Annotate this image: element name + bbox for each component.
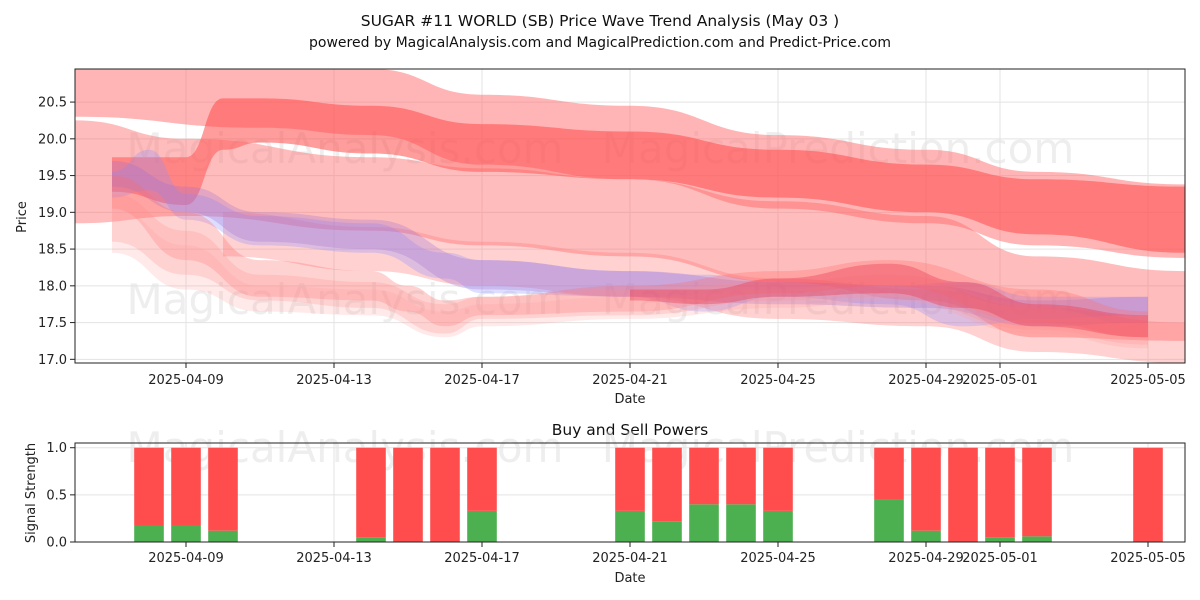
y-tick-label: 19.0 [38,206,67,221]
buy-bar [652,521,682,542]
bottom-x-axis-label: Date [614,571,645,586]
x-tick-label: 2025-04-21 [592,551,668,566]
sell-bar [393,447,423,542]
y-tick-label: 19.5 [38,169,67,184]
sell-bar [356,447,386,538]
buy-bar [171,525,201,542]
x-tick-label: 2025-05-01 [962,373,1038,388]
sell-bar [430,447,460,542]
x-tick-label: 2025-04-25 [740,373,816,388]
sell-bar [948,447,978,542]
y-tick-label: 1.0 [46,441,67,456]
y-tick-label: 17.0 [38,353,67,368]
buy-bar [615,510,645,542]
chart-title: SUGAR #11 WORLD (SB) Price Wave Trend An… [361,12,839,30]
bottom-y-axis-label: Signal Strength [24,443,39,543]
x-tick-label: 2025-04-29 [888,373,964,388]
sell-bar [689,447,719,505]
price-wave-bands [75,69,1185,363]
power-chart-title: Buy and Sell Powers [552,421,709,439]
y-tick-label: 18.0 [38,279,67,294]
price-band [112,208,1148,349]
bottom-x-axis: 2025-04-09 2025-04-13 2025-04-17 2025-04-21… [148,542,1186,566]
buy-sell-bars [134,447,1163,542]
buy-bar [985,537,1015,542]
sell-bar [911,447,941,531]
buy-bar [689,504,719,542]
x-tick-label: 2025-04-13 [296,373,372,388]
buy-bar [134,525,164,542]
x-tick-label: 2025-04-13 [296,551,372,566]
sell-bar [615,447,645,511]
price-band [112,175,1148,338]
y-tick-label: 0.5 [46,488,67,503]
buy-bar [208,530,238,542]
x-tick-label: 2025-04-09 [148,551,224,566]
y-tick-label: 0.0 [46,536,67,551]
top-x-axis: 2025-04-09 2025-04-13 2025-04-17 2025-04-21… [148,363,1186,388]
chart-subtitle: powered by MagicalAnalysis.com and Magic… [309,35,891,51]
top-y-axis-label: Price [15,201,30,233]
watermark: MagicalPrediction.com [602,275,1075,324]
y-tick-label: 20.0 [38,132,67,147]
sell-bar [652,447,682,522]
x-tick-label: 2025-04-17 [444,551,520,566]
price-band [75,120,1185,341]
sell-bar [726,447,756,505]
sell-bar [985,447,1015,538]
buy-bar [911,530,941,542]
price-band [112,193,1148,345]
sell-bar [134,447,164,526]
buy-bar [874,499,904,542]
sell-bar [1022,447,1052,537]
x-tick-label: 2025-05-01 [962,551,1038,566]
bottom-y-axis: 0.0 0.5 1.0 [46,441,75,551]
top-x-axis-label: Date [614,392,645,407]
x-tick-label: 2025-04-09 [148,373,224,388]
watermark: MagicalAnalysis.com [127,275,564,324]
buy-bar [356,537,386,542]
price-band [112,160,1148,327]
price-band [112,149,1148,327]
price-band [223,212,1185,363]
buy-bar [726,504,756,542]
x-tick-label: 2025-04-29 [888,551,964,566]
x-tick-label: 2025-05-05 [1110,551,1186,566]
sell-bar [874,447,904,500]
buy-bar [467,510,497,542]
buy-bar [1022,536,1052,542]
y-tick-label: 18.5 [38,243,67,258]
buy-bar [763,510,793,542]
sell-bar [763,447,793,511]
sell-bar [171,447,201,526]
sell-bar [1133,447,1163,542]
top-y-axis: 17.0 17.5 18.0 18.5 19.0 19.5 20.0 20.5 [38,96,75,368]
sell-bar [208,447,238,531]
sell-bar [467,447,497,511]
price-band [112,98,1185,253]
x-tick-label: 2025-05-05 [1110,373,1186,388]
y-tick-label: 20.5 [38,96,67,111]
price-band [630,263,1148,338]
x-tick-label: 2025-04-21 [592,373,668,388]
x-tick-label: 2025-04-17 [444,373,520,388]
y-tick-label: 17.5 [38,316,67,331]
x-tick-label: 2025-04-25 [740,551,816,566]
